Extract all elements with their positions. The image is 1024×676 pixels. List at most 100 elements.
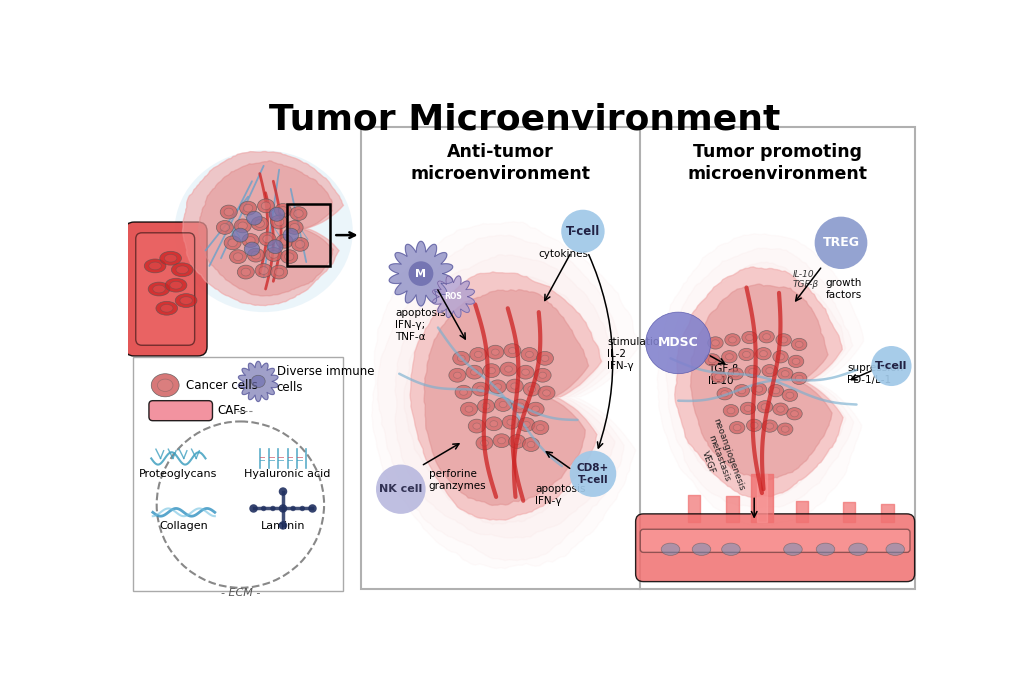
Ellipse shape: [176, 266, 188, 274]
Circle shape: [561, 210, 604, 253]
Polygon shape: [657, 234, 863, 526]
Ellipse shape: [751, 383, 767, 395]
Ellipse shape: [760, 351, 767, 357]
Ellipse shape: [504, 343, 521, 358]
Ellipse shape: [171, 263, 194, 276]
Text: - ECM -: - ECM -: [221, 588, 260, 598]
Ellipse shape: [725, 334, 740, 346]
Ellipse shape: [777, 368, 793, 380]
Text: growth
factors: growth factors: [825, 279, 862, 300]
Ellipse shape: [474, 352, 482, 358]
Ellipse shape: [541, 356, 549, 362]
Circle shape: [409, 262, 433, 286]
Ellipse shape: [482, 403, 489, 409]
Ellipse shape: [476, 436, 493, 450]
Ellipse shape: [472, 382, 489, 396]
Ellipse shape: [495, 397, 512, 412]
Ellipse shape: [156, 301, 177, 315]
Ellipse shape: [487, 368, 496, 374]
Ellipse shape: [455, 385, 472, 399]
Circle shape: [569, 451, 616, 497]
Polygon shape: [377, 235, 624, 560]
Ellipse shape: [531, 406, 540, 412]
Ellipse shape: [733, 425, 741, 431]
Ellipse shape: [756, 347, 771, 360]
Ellipse shape: [170, 281, 182, 289]
Ellipse shape: [255, 220, 264, 227]
Text: Tumor promoting
microenvironment: Tumor promoting microenvironment: [687, 143, 867, 183]
Ellipse shape: [453, 352, 470, 365]
Ellipse shape: [245, 242, 260, 256]
Circle shape: [261, 506, 266, 511]
Ellipse shape: [507, 419, 515, 425]
Ellipse shape: [232, 228, 248, 242]
Ellipse shape: [471, 369, 478, 375]
Ellipse shape: [269, 208, 285, 221]
Ellipse shape: [721, 391, 729, 397]
Ellipse shape: [776, 334, 792, 346]
Ellipse shape: [274, 268, 284, 276]
Ellipse shape: [263, 235, 272, 243]
Ellipse shape: [283, 228, 299, 242]
Ellipse shape: [248, 248, 264, 262]
Ellipse shape: [539, 372, 547, 379]
Ellipse shape: [792, 338, 807, 351]
Ellipse shape: [295, 241, 305, 248]
Ellipse shape: [708, 337, 723, 349]
Polygon shape: [432, 276, 474, 318]
Ellipse shape: [715, 374, 722, 380]
Ellipse shape: [537, 425, 544, 431]
Ellipse shape: [511, 383, 518, 389]
Ellipse shape: [229, 249, 247, 264]
FancyBboxPatch shape: [125, 222, 207, 356]
Ellipse shape: [727, 408, 735, 414]
Ellipse shape: [255, 264, 272, 277]
Ellipse shape: [290, 207, 307, 220]
Text: TGF-β
IL-10: TGF-β IL-10: [708, 364, 738, 386]
Circle shape: [300, 506, 305, 511]
Text: Laminin: Laminin: [261, 521, 305, 531]
Ellipse shape: [709, 357, 716, 363]
Ellipse shape: [267, 240, 283, 254]
Ellipse shape: [220, 205, 238, 219]
Ellipse shape: [247, 211, 262, 225]
Polygon shape: [199, 161, 333, 296]
Ellipse shape: [251, 375, 265, 387]
Text: cytokines: cytokines: [539, 249, 589, 260]
Ellipse shape: [454, 372, 461, 379]
Ellipse shape: [728, 368, 743, 380]
Polygon shape: [395, 255, 615, 538]
FancyBboxPatch shape: [133, 357, 343, 591]
Text: T-cell: T-cell: [566, 224, 600, 238]
Ellipse shape: [762, 420, 777, 432]
Ellipse shape: [527, 402, 544, 416]
Ellipse shape: [773, 351, 788, 363]
Ellipse shape: [522, 421, 530, 428]
Ellipse shape: [165, 279, 187, 292]
Ellipse shape: [483, 364, 500, 378]
Ellipse shape: [762, 364, 777, 377]
Ellipse shape: [512, 399, 528, 413]
Ellipse shape: [270, 215, 288, 229]
Ellipse shape: [460, 389, 467, 395]
Ellipse shape: [286, 220, 303, 235]
Polygon shape: [676, 262, 846, 500]
Ellipse shape: [492, 349, 500, 356]
Ellipse shape: [749, 368, 757, 375]
Ellipse shape: [161, 304, 173, 312]
Ellipse shape: [280, 237, 289, 245]
Ellipse shape: [242, 234, 259, 247]
Ellipse shape: [543, 390, 550, 396]
Ellipse shape: [711, 370, 726, 383]
Ellipse shape: [768, 385, 783, 397]
Ellipse shape: [294, 210, 303, 218]
Text: Cancer cells: Cancer cells: [186, 379, 258, 392]
Text: CAFs: CAFs: [217, 404, 246, 417]
Ellipse shape: [527, 441, 535, 448]
Ellipse shape: [528, 386, 536, 392]
Ellipse shape: [722, 351, 737, 363]
Ellipse shape: [538, 386, 555, 400]
Ellipse shape: [494, 384, 502, 390]
Ellipse shape: [692, 543, 711, 556]
Ellipse shape: [738, 348, 755, 360]
